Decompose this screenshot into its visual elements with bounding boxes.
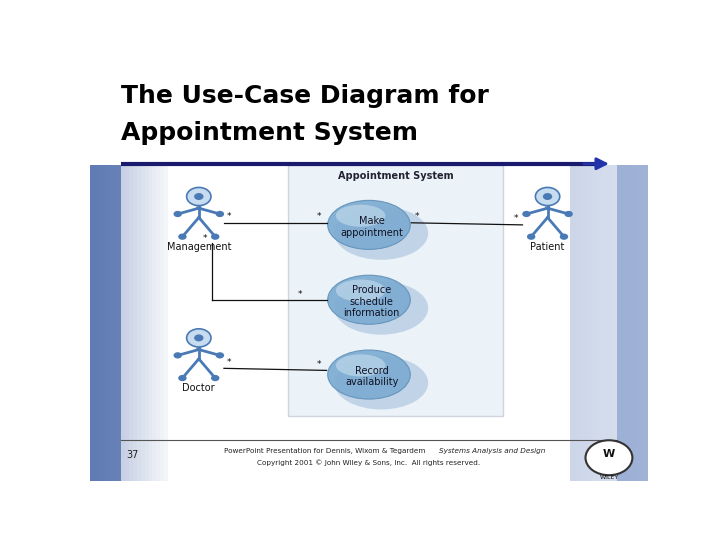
Bar [629,65,632,481]
Bar [644,65,648,481]
Text: Appointment System: Appointment System [121,121,418,145]
Bar [601,65,605,481]
Bar [148,65,153,481]
Bar [109,65,114,481]
Text: PowerPoint Presentation for Dennis, Wixom & Tegardem: PowerPoint Presentation for Dennis, Wixo… [224,448,425,454]
Bar [574,65,577,481]
Text: WILEY: WILEY [599,475,618,480]
Bar [129,65,133,481]
Circle shape [194,334,204,341]
Text: *: * [317,212,322,221]
Text: Record
availability: Record availability [345,366,398,388]
Bar [90,65,94,481]
Bar [605,65,609,481]
Bar [90,65,121,481]
Circle shape [174,352,182,359]
Bar [640,65,644,481]
Bar [117,65,121,481]
Bar [577,65,582,481]
Text: *: * [317,360,322,369]
Circle shape [178,375,186,381]
Text: *: * [514,214,518,223]
Ellipse shape [328,275,410,324]
Bar [624,65,629,481]
Circle shape [194,193,204,200]
Bar [94,65,98,481]
Text: W: W [603,449,615,460]
Text: *: * [415,212,419,221]
Ellipse shape [334,281,428,335]
Ellipse shape [334,207,428,260]
Bar [609,65,613,481]
Bar [145,65,148,481]
Circle shape [585,440,632,475]
Bar [141,65,145,481]
Bar [621,65,624,481]
Bar [90,65,648,165]
Text: 37: 37 [126,450,139,460]
Bar [114,65,117,481]
Text: *: * [227,212,231,221]
Bar [617,65,621,481]
Bar [164,65,168,481]
Bar [585,65,590,481]
Circle shape [211,375,220,381]
Bar [161,65,164,481]
Bar [133,65,137,481]
Circle shape [536,187,559,206]
Circle shape [522,211,531,217]
Text: The Use-Case Diagram for: The Use-Case Diagram for [121,84,489,107]
Bar [288,165,503,416]
Bar [156,65,161,481]
Text: *: * [297,290,302,299]
Ellipse shape [334,356,428,409]
Circle shape [543,193,552,200]
Bar [106,65,109,481]
Text: *: * [203,234,207,243]
Bar [121,65,125,481]
Bar [590,65,593,481]
Ellipse shape [336,205,385,227]
Text: Management: Management [166,242,231,252]
Text: Produce
schedule
information: Produce schedule information [343,285,400,319]
Text: Systems Analysis and Design: Systems Analysis and Design [438,448,545,454]
Bar [125,65,129,481]
Text: Copyright 2001 © John Wiley & Sons, Inc.  All rights reserved.: Copyright 2001 © John Wiley & Sons, Inc.… [258,459,480,465]
Text: Patient: Patient [531,242,564,252]
Bar [570,65,574,481]
Bar [597,65,601,481]
Text: Appointment System: Appointment System [338,171,454,181]
Circle shape [216,352,224,359]
Bar [613,65,617,481]
Circle shape [174,211,182,217]
Bar [593,65,597,481]
Bar [636,65,640,481]
Bar [98,65,102,481]
Text: Doctor: Doctor [182,383,215,393]
Ellipse shape [328,350,410,399]
Circle shape [527,233,536,240]
Circle shape [186,187,211,206]
Ellipse shape [328,200,410,249]
Ellipse shape [336,354,385,376]
Circle shape [564,211,573,217]
Bar [153,65,156,481]
Bar [617,65,648,481]
Circle shape [211,233,220,240]
Circle shape [186,329,211,347]
Text: *: * [227,358,231,367]
Circle shape [559,233,568,240]
Circle shape [178,233,186,240]
Text: Make
appointment: Make appointment [341,216,403,238]
Bar [102,65,106,481]
Bar [632,65,636,481]
Circle shape [216,211,224,217]
Bar [582,65,585,481]
Bar [137,65,141,481]
Ellipse shape [336,280,385,302]
